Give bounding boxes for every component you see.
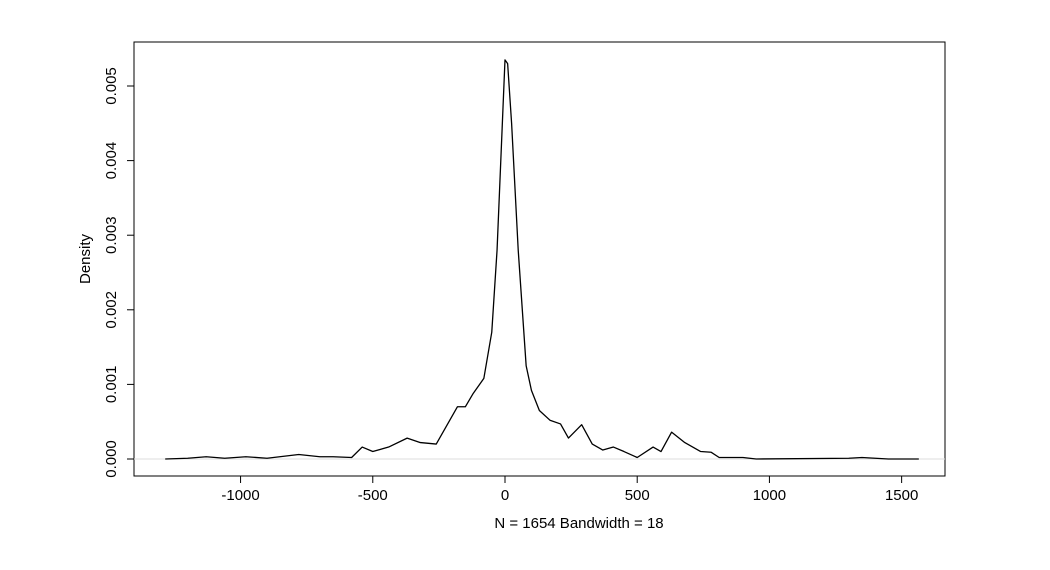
x-tick-label: 500	[625, 487, 650, 504]
y-tick-label: 0.005	[103, 67, 120, 105]
density-line	[165, 59, 919, 460]
x-tick-label: 0	[501, 487, 509, 504]
y-tick-label: 0.000	[103, 440, 120, 478]
y-tick-label: 0.002	[103, 291, 120, 329]
y-axis-label: Density	[77, 233, 94, 284]
x-tick-label: -1000	[221, 487, 259, 504]
x-tick-label: 1000	[753, 487, 786, 504]
x-tick-label: 1500	[885, 487, 918, 504]
y-tick-label: 0.003	[103, 216, 120, 254]
x-axis-label: N = 1654 Bandwidth = 18	[494, 515, 663, 532]
y-tick-label: 0.001	[103, 366, 120, 404]
y-tick-label: 0.004	[103, 142, 120, 180]
x-tick-label: -500	[358, 487, 388, 504]
